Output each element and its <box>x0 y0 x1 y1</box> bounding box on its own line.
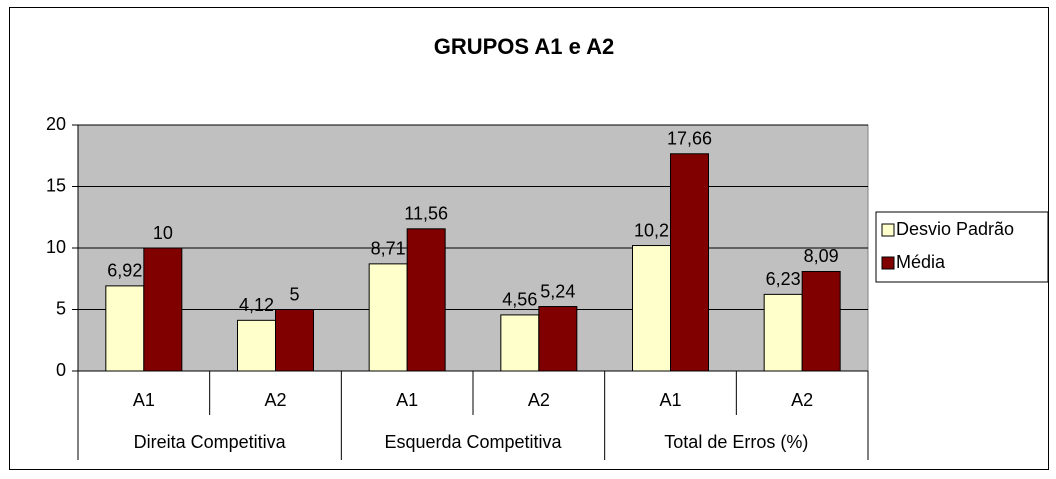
x-tick-label: A1 <box>133 390 155 410</box>
bar <box>406 228 446 372</box>
bar <box>368 263 408 372</box>
y-tick-label: 10 <box>46 237 66 257</box>
group-label: Total de Erros (%) <box>664 432 808 452</box>
bar <box>237 319 276 372</box>
x-tick-label: A1 <box>659 390 681 410</box>
bar <box>538 306 578 372</box>
data-label: 11,56 <box>404 204 448 224</box>
data-label: 17,66 <box>667 129 712 149</box>
legend-swatch <box>881 256 895 270</box>
bar <box>500 314 540 372</box>
bar <box>801 270 841 372</box>
data-label: 8,71 <box>371 239 406 259</box>
x-tick-label: A2 <box>264 390 286 410</box>
data-label: 6,23 <box>766 269 801 289</box>
data-label: 10 <box>153 223 173 243</box>
x-tick-label: A2 <box>528 390 550 410</box>
bar <box>105 285 145 372</box>
y-tick-label: 0 <box>56 360 66 380</box>
x-tick-label: A2 <box>791 390 813 410</box>
chart-title: GRUPOS A1 e A2 <box>434 34 615 59</box>
data-label: 10,2 <box>634 220 669 240</box>
group-label: Direita Competitiva <box>134 432 287 452</box>
data-label: 8,09 <box>804 246 839 266</box>
y-tick-label: 15 <box>46 175 66 195</box>
legend-box <box>875 211 1049 283</box>
legend-label: Desvio Padrão <box>896 219 1014 239</box>
bar <box>632 245 671 372</box>
data-label: 4,56 <box>502 290 537 310</box>
group-label: Esquerda Competitiva <box>384 432 562 452</box>
bar <box>670 153 709 372</box>
y-tick-label: 20 <box>46 114 66 134</box>
data-label: 5 <box>289 284 299 304</box>
bar <box>763 293 803 372</box>
data-label: 5,24 <box>540 281 575 301</box>
data-label: 6,92 <box>107 261 142 281</box>
legend-swatch <box>881 223 895 237</box>
bar <box>143 247 183 372</box>
legend-label: Média <box>896 252 946 272</box>
data-label: 4,12 <box>239 295 274 315</box>
bar <box>275 309 314 372</box>
x-tick-label: A1 <box>396 390 418 410</box>
y-tick-label: 5 <box>56 298 66 318</box>
